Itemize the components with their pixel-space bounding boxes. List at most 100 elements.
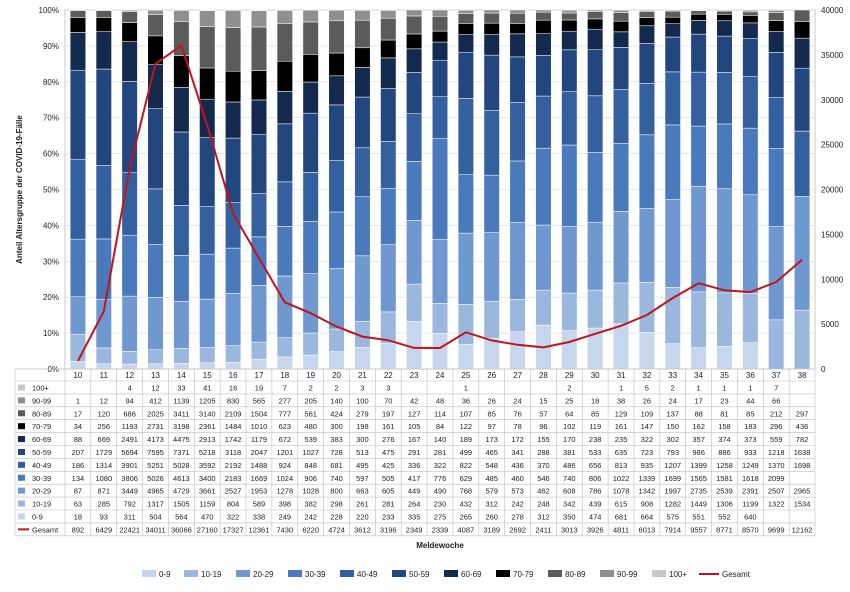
table-row-label: 70-79 [32,422,51,431]
bar-segment-40-49 [562,92,578,145]
bar-segment-50-59 [96,69,112,166]
bar-segment-50-59 [639,44,655,84]
table-cell: 3449 [121,487,138,496]
table-cell: 3198 [173,422,190,431]
legend-swatch [496,570,510,577]
bar-segment-70-79 [122,23,138,42]
bar-segment-70-79 [665,17,681,24]
table-cell: 398 [279,500,292,509]
table-cell: 235 [615,435,628,444]
bar-segment-30-39 [251,237,267,285]
x-tick-label: 21 [358,371,367,380]
bar-segment-80-89 [251,27,267,71]
table-cell: 22421 [119,525,140,534]
bar-segment-70-79 [251,71,267,100]
table-cell: 635 [615,448,628,457]
bar-segment-30-39 [303,221,319,273]
table-cell: 63 [74,500,82,509]
table-cell: 230 [434,500,447,509]
bar-segment-60-69 [174,87,190,132]
bar-segment-0-9 [277,357,293,369]
table-row-label: 40-49 [32,461,51,470]
table-key-swatch [18,462,25,468]
bar-segment-20-29 [355,256,371,322]
table-cell: 260 [485,512,498,521]
bar-segment-20-29 [562,226,578,293]
bar-segment-80-89 [510,13,526,23]
bar-segment-70-79 [70,18,86,33]
table-cell: 460 [511,474,524,483]
table-cell: 93 [100,512,108,521]
bar-segment-10-19 [381,312,397,343]
table-cell: 436 [511,461,524,470]
table-cell: 127 [408,409,421,418]
table-cell: 302 [667,435,680,444]
table-cell: 102 [563,422,576,431]
legend-label: 70-79 [513,570,534,579]
x-tick-label: 16 [229,371,238,380]
table-cell: 490 [434,487,447,496]
table-cell: 41 [203,383,211,392]
legend-label: 50-59 [409,570,430,579]
table-cell: 85 [488,409,496,418]
table-cell: 26 [643,396,651,405]
table-cell: 681 [330,461,343,470]
table-cell: 2491 [121,435,138,444]
table-cell: 24 [669,396,677,405]
bar-segment-90-99 [587,10,603,12]
bar-segment-50-59 [458,52,474,98]
table-cell: 1669 [251,474,268,483]
bar-segment-10-19 [562,293,578,331]
table-cell: 564 [175,512,188,521]
bar-segment-40-49 [199,207,215,254]
table-cell: 672 [279,435,292,444]
bar-segment-60-69 [613,32,629,48]
bar-segment-40-49 [406,114,422,162]
bar-segment-60-69 [665,24,681,37]
table-cell: 1317 [147,500,164,509]
table-cell: 297 [796,409,809,418]
table-cell: 70 [384,396,392,405]
bar-segment-10-19 [794,310,810,369]
bar-segment-90-99 [510,10,526,13]
bar-segment-80-89 [639,12,655,18]
bar-segment-20-29 [406,220,422,284]
table-cell: 38 [617,396,625,405]
bar-segment-60-69 [587,29,603,50]
bar-segment-40-49 [536,96,552,148]
table-cell: 198 [356,422,369,431]
bar-segment-60-69 [536,34,552,56]
table-cell: 663 [356,487,369,496]
bar-segment-0-9 [96,364,112,369]
bar-segment-30-39 [536,148,552,225]
bar-segment-70-79 [613,21,629,32]
table-cell: 2 [567,383,571,392]
bar-segment-70-79 [536,20,552,34]
table-cell: 1953 [251,487,268,496]
bar-segment-30-39 [148,244,164,297]
table-cell: 2391 [742,487,759,496]
bar-segment-50-59 [122,82,138,173]
table-cell: 7595 [147,448,164,457]
table-cell: 486 [563,461,576,470]
bar-segment-30-39 [768,149,784,227]
bar-segment-40-49 [251,194,267,237]
table-cell: 886 [718,448,731,457]
table-cell: 1339 [639,474,656,483]
table-cell: 559 [770,435,783,444]
table-cell: 608 [563,487,576,496]
x-tick-label: 30 [591,371,600,380]
bar-segment-90-99 [355,10,371,20]
table-cell: 495 [356,461,369,470]
bar-segment-80-89 [794,10,810,21]
bar-segment-40-49 [381,141,397,188]
bar-segment-20-29 [691,186,707,291]
table-cell: 1399 [690,461,707,470]
table-row-label: 10-19 [32,500,51,509]
bar-segment-10-19 [122,351,138,364]
bar-segment-90-99 [484,10,500,13]
bar-segment-50-59 [432,60,448,97]
table-cell: 474 [589,512,602,521]
table-cell: 382 [304,500,317,509]
bar-segment-30-39 [406,161,422,220]
